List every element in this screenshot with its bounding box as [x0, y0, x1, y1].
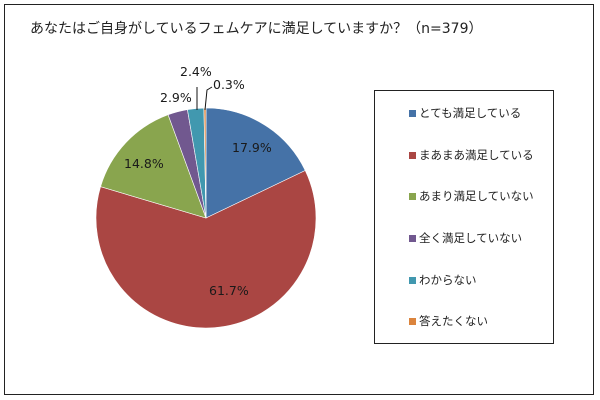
legend-swatch-icon — [409, 109, 416, 117]
legend-item: わからない — [409, 272, 477, 288]
chart-title: あなたはご自身がしているフェムケアに満足していますか？（n=379） — [30, 21, 483, 37]
legend-swatch-icon — [409, 192, 416, 200]
chart-frame — [4, 4, 594, 395]
legend-label: 全く満足していない — [419, 231, 523, 245]
label-dont-know: 2.4% — [180, 64, 212, 79]
legend-item: まあまあ満足している — [409, 147, 534, 163]
pie-slice — [100, 114, 207, 219]
legend-item: あまり満足していない — [409, 188, 534, 204]
legend-label: あまり満足していない — [419, 189, 534, 203]
legend-label: とても満足している — [419, 106, 522, 120]
label-not-at-all-satisfied: 2.9% — [160, 90, 192, 105]
legend: とても満足している まあまあ満足している あまり満足していない 全く満足していな… — [374, 90, 554, 344]
legend-swatch-icon — [409, 317, 416, 325]
legend-swatch-icon — [409, 234, 416, 242]
legend-swatch-icon — [409, 276, 416, 284]
leader-line-0-3 — [204, 86, 213, 111]
legend-label: わからない — [419, 273, 477, 287]
label-very-satisfied: 17.9% — [232, 140, 272, 155]
legend-item: 答えたくない — [409, 313, 488, 329]
legend-label: 答えたくない — [419, 314, 488, 328]
legend-swatch-icon — [409, 151, 416, 159]
label-somewhat-satisfied: 61.7% — [209, 283, 249, 298]
legend-item: 全く満足していない — [409, 230, 522, 246]
legend-label: まあまあ満足している — [419, 148, 534, 162]
legend-item: とても満足している — [409, 105, 521, 121]
label-not-very-satisfied: 14.8% — [124, 156, 164, 171]
pie-slice — [205, 107, 306, 219]
pie-slice — [95, 170, 317, 329]
label-prefer-not-answer: 0.3% — [213, 77, 245, 92]
